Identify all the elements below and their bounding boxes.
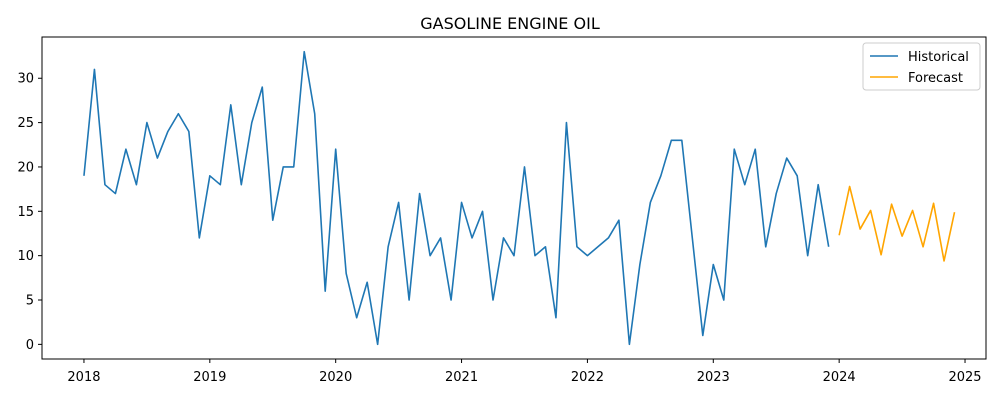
legend-box: [862, 42, 981, 91]
y-tick-label: 5: [26, 294, 34, 309]
series-line-forecast: [838, 185, 956, 262]
legend: Historical Forecast: [862, 42, 981, 91]
y-tick-label: 15: [17, 205, 34, 220]
legend-label-historical: Historical: [908, 50, 969, 65]
x-tick-label: 2020: [319, 370, 352, 385]
x-tick-label: 2025: [948, 370, 981, 385]
chart-title: GASOLINE ENGINE OIL: [420, 14, 600, 33]
y-tick-label: 25: [17, 116, 34, 131]
series-line-historical: [83, 50, 830, 346]
x-tick-label: 2021: [445, 370, 478, 385]
plot-lines: [83, 50, 956, 346]
x-tick-label: 2022: [571, 370, 604, 385]
y-axis: 0 5 10 15 20 25 30: [17, 72, 42, 353]
x-tick-label: 2023: [697, 370, 730, 385]
x-tick-label: 2024: [823, 370, 856, 385]
y-tick-label: 20: [17, 160, 34, 175]
y-tick-label: 10: [17, 249, 34, 264]
plot-frame: [41, 36, 987, 360]
y-tick-label: 0: [26, 338, 34, 353]
y-tick-label: 30: [17, 72, 34, 87]
legend-label-forecast: Forecast: [908, 71, 963, 86]
x-tick-label: 2019: [193, 370, 226, 385]
x-tick-label: 2018: [67, 370, 100, 385]
x-axis: 2018 2019 2020 2021 2022 2023 2024 2025: [67, 359, 982, 385]
